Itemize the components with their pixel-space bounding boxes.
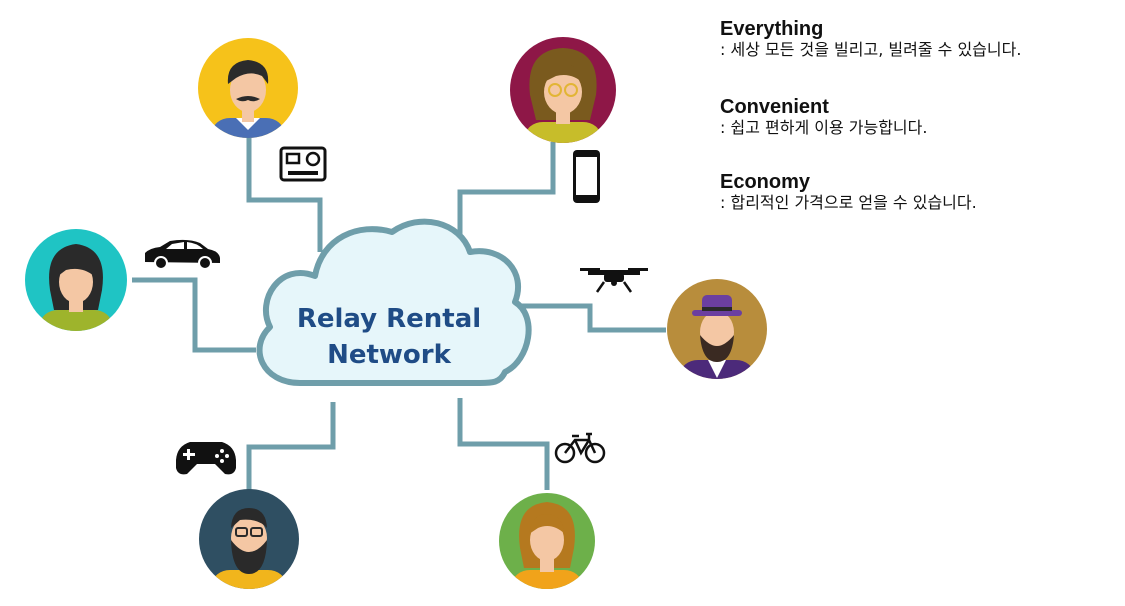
central-cloud: Relay Rental Network (256, 218, 532, 386)
action-camera-icon (279, 146, 327, 182)
smartphone-icon (573, 150, 600, 203)
connector-bottom-right (457, 398, 550, 490)
connector-bottom-left (246, 402, 336, 492)
car-icon (145, 239, 220, 270)
feature-description: : 합리적인 가격으로 얻을 수 있습니다. (720, 193, 977, 212)
avatar-green-woman (499, 493, 595, 589)
connector-left (132, 277, 256, 353)
drone-icon (580, 268, 648, 293)
connector-right (515, 303, 666, 333)
feature-description: : 세상 모든 것을 빌리고, 빌려줄 수 있습니다. (720, 40, 1022, 59)
avatar-bearded-man (199, 489, 299, 589)
feature-title: Everything (720, 18, 824, 40)
feature-description: : 쉽고 편하게 이용 가능합니다. (720, 118, 928, 137)
avatar-mustache-man (198, 38, 298, 138)
feature-everything: Everything : 세상 모든 것을 빌리고, 빌려줄 수 있습니다. (720, 18, 1120, 60)
bicycle-icon (554, 432, 606, 464)
feature-economy: Economy : 합리적인 가격으로 얻을 수 있습니다. (720, 171, 1120, 213)
connector-top-left (246, 138, 323, 252)
connector-top-right (457, 142, 556, 240)
feature-title: Convenient (720, 96, 829, 118)
feature-title: Economy (720, 171, 811, 193)
avatar-glasses-woman (510, 37, 616, 143)
avatar-teal-woman (25, 229, 127, 331)
gamepad-icon (176, 442, 236, 475)
feature-convenient: Convenient : 쉽고 편하게 이용 가능합니다. (720, 96, 1120, 138)
avatar-hat-beard-man (667, 279, 767, 379)
connector-lines (132, 138, 666, 492)
cloud-label-line1: Relay Rental (297, 304, 481, 334)
cloud-label-line2: Network (327, 340, 452, 370)
